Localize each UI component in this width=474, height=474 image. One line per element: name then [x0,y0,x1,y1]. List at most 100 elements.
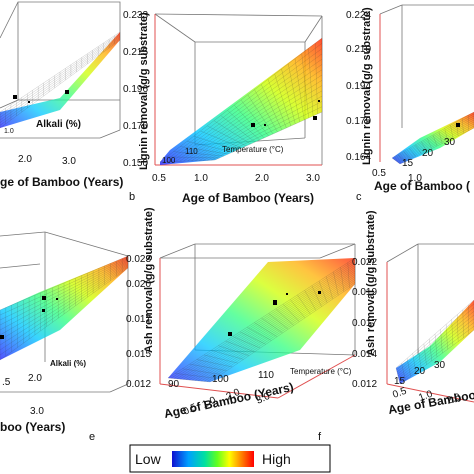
z-tick-b-0: 0.233 [123,10,148,21]
panel-letter-c: c [356,191,362,203]
point-e-4 [286,293,288,295]
x-tick-f-0: 0.5 [391,386,408,401]
y-axis-e [277,354,356,399]
point-e-2 [228,332,232,336]
factor-label-b: Temperature (°C) [222,145,284,154]
factor-label-e: Temperature (°C) [290,367,352,376]
mesh-b-line [167,48,323,162]
panel-d: Alkali (%) .5 2.0 3.0 boo (Years) [0,231,129,434]
x-tick-d-1: 2.0 [28,373,42,384]
factor-tick-b-1: 110 [185,147,198,156]
mesh-e-line [188,270,356,381]
mesh-a-line [0,37,121,123]
z-tick-e-1: 0.020 [126,279,151,290]
mesh-d-line [0,264,129,346]
legend-color-bar [172,451,254,467]
z-tick-b-4: 0.150 [123,158,148,169]
panel-c: Lignin removal (g/g substrate) 0.224 0.2… [346,4,474,203]
mesh-b-line [187,74,323,162]
mesh-b-line [214,111,323,161]
factor-tick-a: 1.0 [4,128,14,135]
mesh-b-line [163,43,323,162]
z-tick-c-1: 0.210 [346,44,371,55]
mesh-e-line [197,276,356,381]
panel-f: Ash removal (g/g substrate) 0.022 0.019 … [318,210,474,443]
mesh-d-line [0,266,129,356]
point-e-1 [273,300,277,305]
z-label-c: Lignin removal (g/g substrate) [361,7,373,165]
mesh-a-line [0,38,121,126]
mesh-f-line [399,329,474,385]
x-tick-b-3: 3.0 [306,173,320,184]
x-axis-e [159,383,279,399]
mesh-e-line [200,278,356,382]
point-b-4 [318,100,320,102]
mesh-a-line [0,34,121,118]
mesh-c-line [394,117,474,161]
mesh-e-line [182,267,356,380]
point-c-1 [456,123,460,127]
mesh-e-line [173,261,356,379]
factor-tick-e-2: 110 [258,370,274,381]
mesh-b-line [207,101,323,161]
mesh-f-line [396,303,474,371]
point-b-3 [264,124,266,126]
mesh-e-line [209,283,356,383]
x-tick-b-2: 2.0 [255,173,269,184]
panel-a: Alkali (%) 1.0 2.0 3.0 ge of Bamboo (Yea… [0,1,123,189]
mesh-b-line [203,96,323,161]
mesh-d-line [0,260,129,331]
z-tick-c-3: 0.179 [346,116,371,127]
mesh-f-line [396,307,474,373]
z-label-b: Lignin removal (g/g substrate) [138,12,150,170]
mesh-b-line [171,53,323,162]
x-label-b: Age of Bamboo (Years) [182,191,314,205]
x-tick-b-0: 0.5 [152,173,166,184]
factor-tick-f-0: 15 [394,376,406,387]
factor-tick-f-1: 20 [414,366,426,377]
mesh-f-line [397,314,474,377]
color-legend: Low High [129,444,331,473]
mesh-d-line [0,265,129,351]
x-label-a: ge of Bamboo (Years) [0,175,123,189]
z-tick-e-3: 0.015 [126,349,151,360]
mesh-e-line [191,272,356,381]
mesh-d-line [0,257,129,316]
point-a-3 [28,101,30,103]
point-a-1 [13,95,17,99]
panel-letter-b: b [129,191,135,203]
x-label-c: Age of Bamboo ( [374,179,470,193]
mesh-e-line [206,282,356,382]
mesh-e-line [179,265,356,380]
mesh-a-line [0,39,121,129]
x-tick-a-1: 3.0 [62,156,76,167]
factor-tick-f-2: 30 [434,360,446,371]
point-d-3 [42,309,45,312]
mesh-e-line [203,280,356,382]
mesh-d-line [0,255,129,311]
mesh-a-line [0,33,121,115]
z-tick-c-2: 0.194 [346,81,371,92]
mesh-e-line [176,263,356,379]
mesh-b-line [159,37,323,163]
x-label-d: boo (Years) [0,420,65,434]
factor-tick-c-0: 15 [402,158,414,169]
x-tick-d-2: 3.0 [30,406,44,417]
mesh-b-line [211,106,323,161]
mesh-d-line [0,263,129,341]
mesh-f-line [397,311,474,375]
point-b-1 [251,123,255,127]
surface-f [396,300,474,384]
x-tick-f-2: 2.0 [445,392,462,407]
x-tick-f-1: 1.0 [417,389,434,404]
surface-a [0,32,120,128]
point-d-2 [42,296,46,300]
mesh-c-line [391,111,474,159]
z-tick-e-4: 0.012 [126,379,151,390]
z-tick-f-3: 0.014 [352,349,377,360]
legend-high-label: High [262,451,291,467]
mesh-c-line [392,113,474,159]
factor-tick-c-2: 30 [444,137,456,148]
mesh-a-line [0,35,121,121]
